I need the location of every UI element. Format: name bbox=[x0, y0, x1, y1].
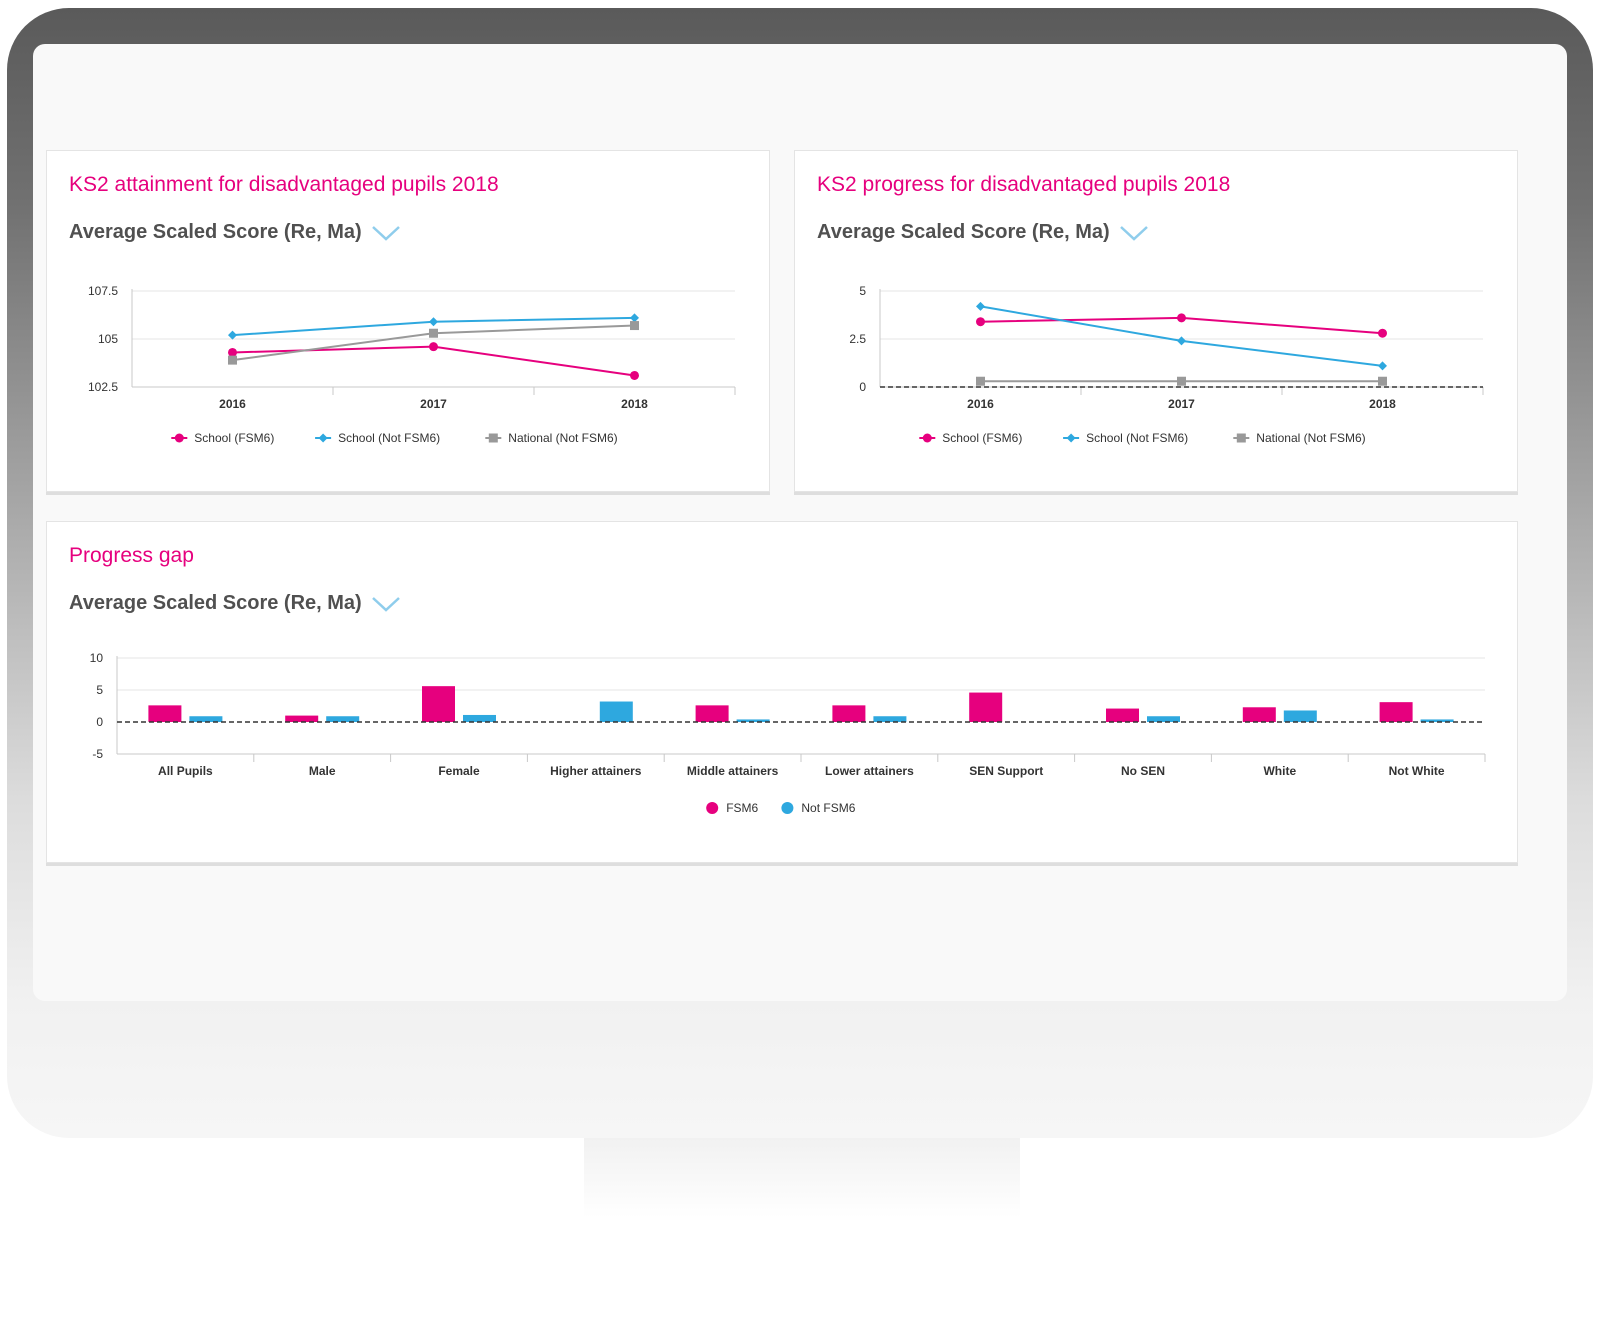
legend-label-fsm6: FSM6 bbox=[726, 801, 758, 815]
data-point-school-not-fsm6-2017 bbox=[1177, 336, 1186, 346]
bar-not-fsm6-white bbox=[1283, 710, 1317, 722]
progress-y-tick-label: 5 bbox=[859, 284, 866, 298]
attainment-x-tick-label: 2017 bbox=[420, 397, 447, 411]
progress-measure-label: Average Scaled Score (Re, Ma) bbox=[817, 221, 1110, 243]
gap-x-tick-label: White bbox=[1263, 764, 1296, 778]
data-point-national-not-fsm6-2016 bbox=[228, 355, 237, 365]
bar-fsm6-male bbox=[285, 715, 319, 722]
chevron-down-icon bbox=[371, 225, 400, 241]
progress-x-tick-label: 2018 bbox=[1369, 397, 1396, 411]
gap-x-tick-label: SEN Support bbox=[969, 764, 1043, 778]
bar-not-fsm6-female bbox=[463, 714, 496, 722]
progress-y-tick-label: 2.5 bbox=[849, 332, 866, 346]
gap-y-tick-label: 0 bbox=[96, 715, 103, 729]
legend-marker-school-not-fsm6 bbox=[1066, 433, 1076, 443]
progress-x-tick-label: 2017 bbox=[1168, 397, 1195, 411]
legend-marker-not-fsm6 bbox=[781, 802, 794, 814]
gap-x-tick-label: Not White bbox=[1389, 764, 1445, 778]
bar-fsm6-white bbox=[1242, 707, 1276, 722]
bar-fsm6-female bbox=[422, 686, 455, 722]
data-point-school-fsm6-2016 bbox=[976, 317, 985, 327]
data-point-school-not-fsm6-2016 bbox=[228, 330, 237, 340]
monitor-stand bbox=[584, 1138, 1020, 1218]
data-point-school-fsm6-2017 bbox=[1177, 313, 1186, 323]
attainment-x-tick-label: 2018 bbox=[621, 397, 648, 411]
data-point-school-not-fsm6-2018 bbox=[1378, 361, 1387, 371]
progress-card: KS2 progress for disadvantaged pupils 20… bbox=[794, 150, 1518, 492]
progress-y-tick-label: 0 bbox=[859, 380, 866, 394]
gap-chart: -5 0 5 10 All Pupils Male Female Higher attaine… bbox=[90, 651, 1486, 815]
gap-y-tick-label: 10 bbox=[90, 651, 104, 665]
attainment-chart: 102.5 105 107.5 2016 2017 2018 School (FSM6) Sc… bbox=[88, 284, 736, 445]
attainment-y-tick-label: 105 bbox=[98, 332, 118, 346]
gap-x-tick-label: No SEN bbox=[1121, 764, 1165, 778]
bar-fsm6-all-pupils bbox=[148, 705, 182, 722]
data-point-national-not-fsm6-2018 bbox=[1378, 376, 1387, 386]
bar-fsm6-sen-support bbox=[969, 692, 1003, 722]
progress-card-title: KS2 progress for disadvantaged pupils 20… bbox=[817, 173, 1231, 196]
data-point-school-fsm6-2018 bbox=[630, 370, 639, 380]
data-point-school-fsm6-2017 bbox=[429, 342, 438, 352]
legend-label-school-not-fsm6: School (Not FSM6) bbox=[338, 431, 440, 445]
gap-x-tick-label: All Pupils bbox=[158, 764, 213, 778]
data-point-school-not-fsm6-2018 bbox=[630, 313, 639, 323]
dashboard-screen: KS2 attainment for disadvantaged pupils … bbox=[33, 44, 1567, 1001]
bar-fsm6-no-sen bbox=[1106, 708, 1139, 722]
attainment-x-tick-label: 2016 bbox=[219, 397, 246, 411]
gap-measure-label: Average Scaled Score (Re, Ma) bbox=[69, 592, 362, 614]
bar-not-fsm6-male bbox=[326, 716, 360, 722]
attainment-measure-label: Average Scaled Score (Re, Ma) bbox=[69, 221, 362, 243]
chevron-down-icon bbox=[1119, 225, 1148, 241]
legend-label-school-fsm6: School (FSM6) bbox=[942, 431, 1022, 445]
bar-not-fsm6-higher-attainers bbox=[599, 701, 633, 722]
legend-label-not-fsm6: Not FSM6 bbox=[801, 801, 855, 815]
gap-card-title: Progress gap bbox=[69, 544, 194, 567]
chevron-down-icon bbox=[371, 596, 400, 612]
gap-y-tick-label: 5 bbox=[96, 683, 103, 697]
progress-measure-dropdown[interactable]: Average Scaled Score (Re, Ma) bbox=[817, 221, 1150, 244]
legend-marker-national-not-fsm6 bbox=[488, 433, 498, 443]
bar-not-fsm6-middle-attainers bbox=[736, 719, 770, 722]
bar-not-fsm6-all-pupils bbox=[189, 716, 223, 722]
attainment-card-title: KS2 attainment for disadvantaged pupils … bbox=[69, 173, 499, 196]
bar-not-fsm6-no-sen bbox=[1147, 716, 1180, 722]
data-point-school-fsm6-2016 bbox=[228, 347, 237, 357]
bar-fsm6-lower-attainers bbox=[832, 705, 866, 722]
attainment-y-tick-label: 107.5 bbox=[88, 284, 118, 298]
bar-not-fsm6-lower-attainers bbox=[873, 716, 907, 722]
attainment-measure-dropdown[interactable]: Average Scaled Score (Re, Ma) bbox=[69, 221, 402, 244]
data-point-school-fsm6-2018 bbox=[1378, 328, 1387, 338]
data-point-school-not-fsm6-2017 bbox=[429, 317, 438, 327]
data-point-national-not-fsm6-2017 bbox=[1177, 376, 1186, 386]
gap-x-tick-label: Male bbox=[309, 764, 336, 778]
legend-marker-national-not-fsm6 bbox=[1236, 433, 1246, 443]
data-point-school-not-fsm6-2016 bbox=[976, 301, 985, 311]
legend-label-national-not-fsm6: National (Not FSM6) bbox=[1256, 431, 1365, 445]
gap-measure-dropdown[interactable]: Average Scaled Score (Re, Ma) bbox=[69, 592, 402, 615]
legend-marker-fsm6 bbox=[706, 802, 719, 814]
bar-fsm6-middle-attainers bbox=[695, 705, 729, 722]
gap-x-tick-label: Middle attainers bbox=[687, 764, 779, 778]
progress-x-tick-label: 2016 bbox=[967, 397, 994, 411]
bar-fsm6-not-white bbox=[1379, 702, 1413, 722]
attainment-card: KS2 attainment for disadvantaged pupils … bbox=[46, 150, 770, 492]
data-point-national-not-fsm6-2016 bbox=[976, 376, 985, 386]
bar-not-fsm6-not-white bbox=[1420, 719, 1454, 722]
legend-label-school-fsm6: School (FSM6) bbox=[194, 431, 274, 445]
data-point-national-not-fsm6-2017 bbox=[429, 328, 438, 338]
data-point-national-not-fsm6-2018 bbox=[630, 321, 639, 331]
attainment-y-tick-label: 102.5 bbox=[88, 380, 118, 394]
legend-marker-school-not-fsm6 bbox=[318, 433, 328, 443]
progress-chart: 0 2.5 5 2016 2017 2018 School (FSM6) School (No… bbox=[849, 284, 1484, 445]
gap-x-tick-label: Lower attainers bbox=[825, 764, 914, 778]
gap-x-tick-label: Female bbox=[438, 764, 480, 778]
legend-label-school-not-fsm6: School (Not FSM6) bbox=[1086, 431, 1188, 445]
legend-label-national-not-fsm6: National (Not FSM6) bbox=[508, 431, 617, 445]
gap-card: Progress gap Average Scaled Score (Re, M… bbox=[46, 521, 1518, 863]
gap-x-tick-label: Higher attainers bbox=[550, 764, 642, 778]
legend-marker-school-fsm6 bbox=[922, 433, 932, 443]
gap-y-tick-label: -5 bbox=[92, 747, 103, 761]
legend-marker-school-fsm6 bbox=[174, 433, 184, 443]
